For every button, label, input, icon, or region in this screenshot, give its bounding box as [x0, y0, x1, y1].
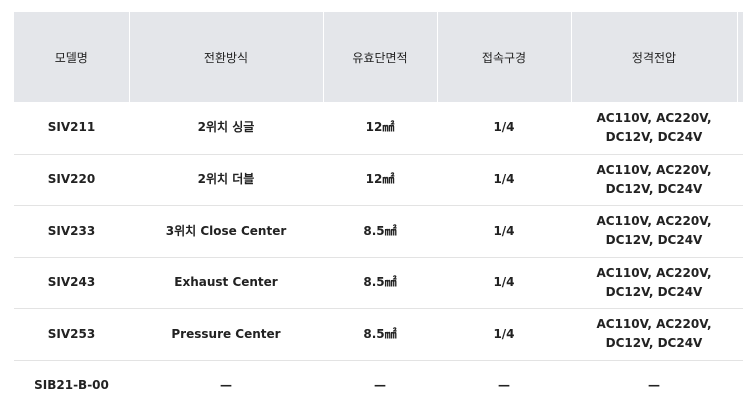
table-row: SIV233 3위치 Close Center 8.5㎟ 1/4 AC110V,…: [14, 205, 743, 258]
cell-port-size: 1/4: [437, 257, 571, 309]
table-header: 모델명 전환방식 유효단면적 접속구경 정격전압: [14, 12, 743, 102]
cell-effective-area: 8.5㎟: [323, 308, 437, 361]
cell-switching-type: 2위치 싱글: [129, 102, 323, 155]
cell-rated-voltage: AC110V, AC220V, DC12V, DC24V: [571, 308, 737, 361]
table-row: SIV211 2위치 싱글 12㎟ 1/4 AC110V, AC220V, DC…: [14, 102, 743, 155]
cell-switching-type: 3위치 Close Center: [129, 205, 323, 258]
cell-effective-area: 8.5㎟: [323, 257, 437, 309]
header-port-size: 접속구경: [436, 12, 571, 102]
cell-switching-type: —: [129, 360, 323, 411]
cell-port-size: 1/4: [437, 205, 571, 258]
header-overflow-column: [736, 12, 743, 102]
cell-effective-area: 12㎟: [323, 154, 437, 206]
spec-table: 모델명 전환방식 유효단면적 접속구경 정격전압 SIV211 2위치 싱글 1…: [14, 12, 743, 411]
header-row: 모델명 전환방식 유효단면적 접속구경 정격전압: [14, 12, 743, 102]
table-row: SIV220 2위치 더블 12㎟ 1/4 AC110V, AC220V, DC…: [14, 154, 743, 206]
table-row: SIV253 Pressure Center 8.5㎟ 1/4 AC110V, …: [14, 308, 743, 361]
header-rated-voltage: 정격전압: [570, 12, 737, 102]
cell-effective-area: —: [323, 360, 437, 411]
cell-switching-type: Exhaust Center: [129, 257, 323, 309]
header-switching-type: 전환방식: [128, 12, 323, 102]
cell-model-name: SIV211: [14, 102, 129, 155]
cell-rated-voltage: —: [571, 360, 737, 411]
table-row: SIB21-B-00 — — — —: [14, 360, 743, 411]
cell-rated-voltage: AC110V, AC220V, DC12V, DC24V: [571, 205, 737, 258]
cell-rated-voltage: AC110V, AC220V, DC12V, DC24V: [571, 102, 737, 155]
cell-overflow: [737, 360, 743, 411]
cell-switching-type: 2위치 더블: [129, 154, 323, 206]
cell-rated-voltage: AC110V, AC220V, DC12V, DC24V: [571, 154, 737, 206]
cell-port-size: 1/4: [437, 102, 571, 155]
cell-overflow: [737, 102, 743, 155]
cell-model-name: SIV243: [14, 257, 129, 309]
cell-port-size: —: [437, 360, 571, 411]
cell-overflow: [737, 154, 743, 206]
cell-overflow: [737, 257, 743, 309]
header-model-name: 모델명: [14, 12, 129, 102]
cell-model-name: SIB21-B-00: [14, 360, 129, 411]
header-effective-area: 유효단면적: [322, 12, 437, 102]
cell-rated-voltage: AC110V, AC220V, DC12V, DC24V: [571, 257, 737, 309]
cell-model-name: SIV233: [14, 205, 129, 258]
cell-switching-type: Pressure Center: [129, 308, 323, 361]
table-row: SIV243 Exhaust Center 8.5㎟ 1/4 AC110V, A…: [14, 257, 743, 309]
cell-model-name: SIV253: [14, 308, 129, 361]
table-body: SIV211 2위치 싱글 12㎟ 1/4 AC110V, AC220V, DC…: [14, 102, 743, 411]
cell-model-name: SIV220: [14, 154, 129, 206]
cell-effective-area: 8.5㎟: [323, 205, 437, 258]
cell-overflow: [737, 205, 743, 258]
spec-table-container: 모델명 전환방식 유효단면적 접속구경 정격전압 SIV211 2위치 싱글 1…: [14, 12, 743, 411]
cell-port-size: 1/4: [437, 154, 571, 206]
cell-port-size: 1/4: [437, 308, 571, 361]
cell-overflow: [737, 308, 743, 361]
cell-effective-area: 12㎟: [323, 102, 437, 155]
